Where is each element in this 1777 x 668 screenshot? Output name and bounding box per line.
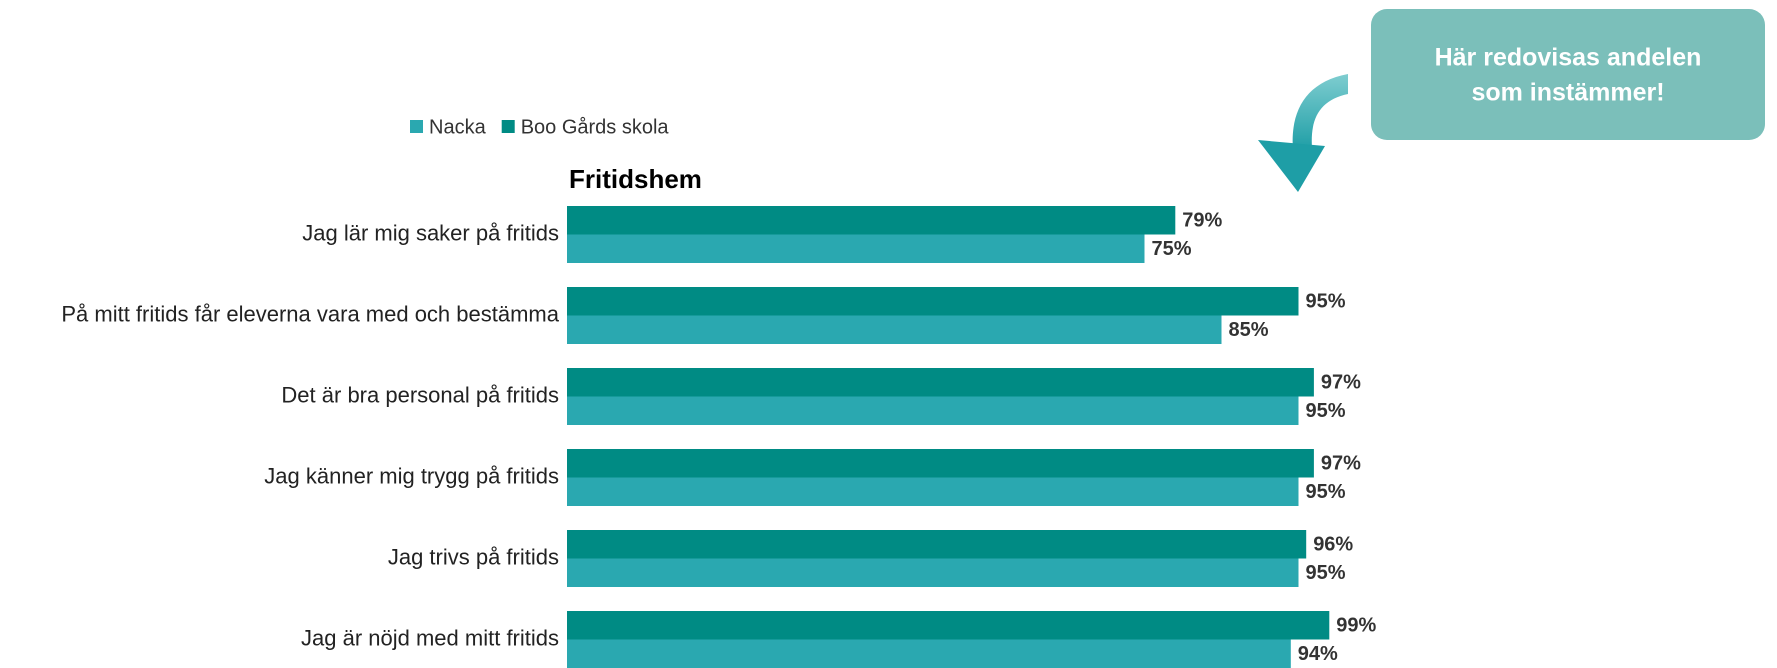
bar	[567, 530, 1307, 559]
category-label: Jag känner mig trygg på fritids	[264, 463, 559, 488]
arrow-body	[1292, 74, 1348, 150]
value-label: 95%	[1306, 400, 1346, 422]
bar	[567, 287, 1299, 316]
bar	[567, 558, 1299, 587]
legend-swatch	[501, 120, 515, 133]
category-label: Det är bra personal på fritids	[281, 382, 559, 407]
legend-swatch	[410, 120, 423, 133]
chart-title: Fritidshem	[569, 164, 702, 194]
legend-label: Boo Gårds skola	[521, 116, 670, 138]
value-label: 97%	[1321, 372, 1361, 394]
bar	[567, 449, 1314, 478]
bar	[567, 368, 1314, 397]
category-label: Jag är nöjd med mitt fritids	[301, 625, 559, 650]
category-label: Jag trivs på fritids	[388, 544, 559, 569]
value-label: 79%	[1182, 210, 1222, 232]
bar	[567, 396, 1299, 425]
value-label: 75%	[1152, 238, 1192, 260]
bar	[567, 234, 1145, 263]
bar	[567, 315, 1222, 344]
value-label: 99%	[1336, 615, 1376, 637]
callout-text: Här redovisas andelen	[1435, 44, 1702, 72]
value-label: 96%	[1313, 534, 1353, 556]
category-label: På mitt fritids får eleverna vara med oc…	[61, 301, 559, 326]
value-label: 94%	[1298, 643, 1338, 665]
callout-box	[1371, 9, 1765, 140]
arrow-head	[1258, 140, 1325, 192]
value-label: 95%	[1306, 291, 1346, 313]
value-label: 95%	[1306, 562, 1346, 584]
bar	[567, 611, 1330, 640]
callout-text: som instämmer!	[1471, 79, 1664, 107]
value-label: 85%	[1229, 319, 1269, 341]
value-label: 97%	[1321, 453, 1361, 475]
bar	[567, 477, 1299, 506]
bar	[567, 206, 1176, 235]
bar	[567, 639, 1291, 668]
value-label: 95%	[1306, 481, 1346, 503]
category-label: Jag lär mig saker på fritids	[302, 220, 559, 245]
legend-label: Nacka	[429, 116, 487, 138]
